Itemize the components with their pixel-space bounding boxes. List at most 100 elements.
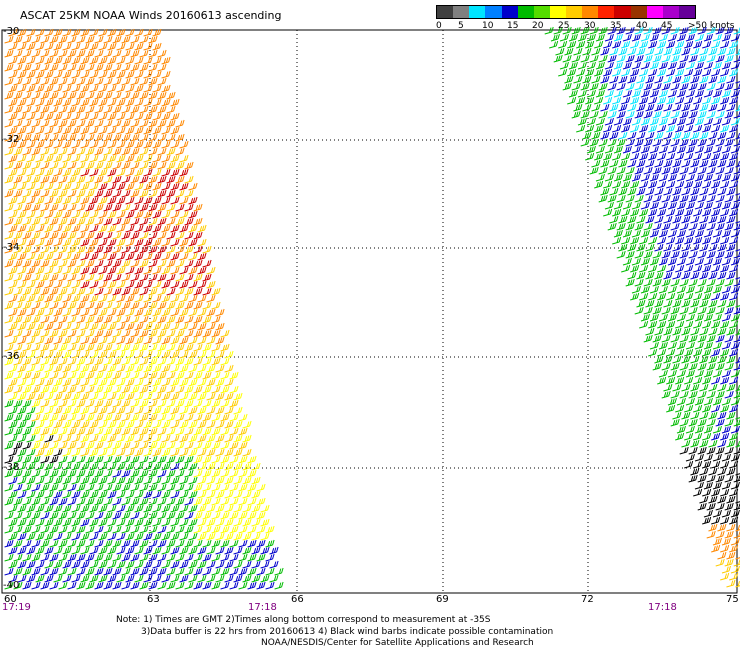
wind-barb	[94, 119, 104, 128]
time-label: 17:19	[2, 602, 31, 613]
wind-barb	[166, 553, 176, 562]
wind-barb	[708, 355, 718, 364]
wind-barb	[130, 469, 140, 478]
wind-barb	[22, 399, 32, 408]
wind-barb	[94, 427, 104, 436]
wind-barb	[85, 511, 95, 520]
wind-barb	[193, 231, 203, 240]
wind-barb	[675, 376, 685, 385]
wind-barb	[139, 91, 149, 100]
wind-barb	[40, 259, 50, 268]
wind-barb	[661, 306, 671, 315]
wind-barb	[667, 33, 677, 42]
wind-barb	[152, 210, 162, 219]
wind-barb	[134, 98, 144, 107]
wind-barb	[4, 357, 14, 366]
wind-barb	[672, 327, 682, 336]
wind-barb	[197, 350, 207, 359]
wind-barb	[85, 413, 95, 422]
wind-barb	[62, 28, 72, 37]
wind-barb	[22, 245, 32, 254]
wind-barb	[107, 42, 117, 51]
wind-barb	[706, 194, 716, 203]
wind-barb	[649, 313, 659, 322]
wind-barb	[730, 397, 740, 406]
wind-barb	[44, 266, 54, 275]
wind-barb	[202, 413, 212, 422]
wind-barb	[260, 518, 270, 527]
wind-barb	[197, 476, 207, 485]
wind-barb	[670, 26, 680, 35]
wind-barb	[116, 336, 126, 345]
wind-barb	[139, 455, 149, 464]
wind-barb	[675, 152, 685, 161]
wind-barb	[188, 224, 198, 233]
wind-barb	[40, 245, 50, 254]
wind-barb	[85, 455, 95, 464]
wind-barb	[699, 439, 709, 448]
wind-barb	[685, 341, 695, 350]
wind-barb	[215, 504, 225, 513]
wind-barb	[654, 327, 664, 336]
wind-barb	[658, 201, 668, 210]
wind-barb	[152, 420, 162, 429]
wind-barb	[197, 322, 207, 331]
wind-barb	[684, 124, 694, 133]
wind-barb	[139, 357, 149, 366]
wind-barb	[107, 364, 117, 373]
wind-barb	[720, 152, 730, 161]
wind-barb	[85, 273, 95, 282]
colorbar-segment	[501, 6, 518, 18]
wind-barb	[62, 294, 72, 303]
wind-barb	[197, 224, 207, 233]
wind-barb	[724, 446, 734, 455]
wind-barb	[152, 308, 162, 317]
wind-barb	[666, 152, 676, 161]
wind-barb	[116, 56, 126, 65]
wind-barb	[22, 63, 32, 72]
wind-barb	[640, 313, 650, 322]
wind-barb	[688, 306, 698, 315]
wind-barb	[188, 238, 198, 247]
wind-barb	[22, 35, 32, 44]
wind-barb	[621, 180, 631, 189]
wind-barb	[193, 329, 203, 338]
wind-barb	[238, 581, 248, 590]
wind-barb	[175, 273, 185, 282]
wind-barb	[685, 61, 695, 70]
wind-barb	[175, 413, 185, 422]
wind-barb	[594, 96, 604, 105]
wind-barb	[130, 161, 140, 170]
wind-barb	[630, 264, 640, 273]
wind-barb	[685, 229, 695, 238]
wind-barb	[98, 168, 108, 177]
wind-barb	[170, 168, 180, 177]
wind-barb	[53, 434, 63, 443]
wind-barb	[76, 525, 86, 534]
wind-barb	[85, 133, 95, 142]
wind-barb	[152, 28, 162, 37]
wind-barb	[71, 266, 81, 275]
wind-barb	[112, 217, 122, 226]
wind-barb	[157, 469, 167, 478]
wind-barb	[193, 511, 203, 520]
wind-barb	[708, 411, 718, 420]
wind-barb	[148, 105, 158, 114]
wind-barb	[85, 175, 95, 184]
wind-barb	[58, 567, 68, 576]
wind-barb	[139, 329, 149, 338]
wind-barb	[238, 469, 248, 478]
wind-barb	[202, 567, 212, 576]
wind-barb	[206, 378, 216, 387]
wind-barb	[22, 553, 32, 562]
wind-barb	[17, 70, 27, 79]
wind-barb	[85, 161, 95, 170]
wind-barb	[690, 411, 700, 420]
wind-barb	[616, 82, 626, 91]
wind-barb	[699, 159, 709, 168]
wind-barb	[684, 292, 694, 301]
wind-barb	[152, 560, 162, 569]
wind-barb	[31, 217, 41, 226]
wind-barb	[31, 581, 41, 590]
wind-barb	[139, 77, 149, 86]
